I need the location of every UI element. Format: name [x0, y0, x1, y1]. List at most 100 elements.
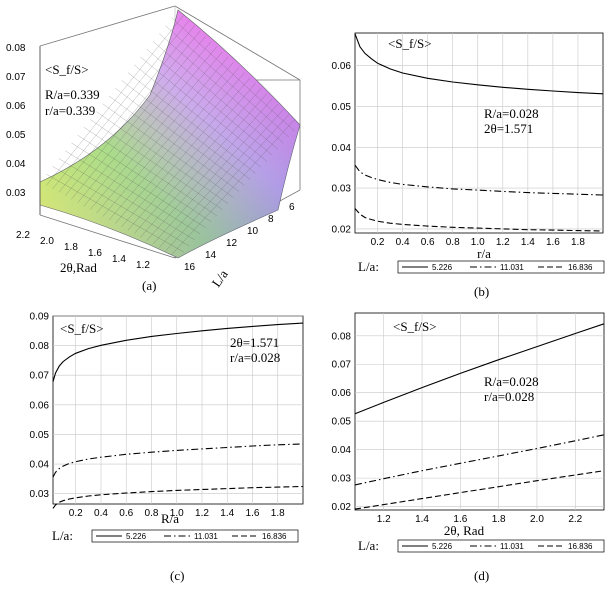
series-line-16.836	[354, 470, 605, 510]
series-line-5.226	[354, 323, 605, 415]
mesh-line	[121, 77, 251, 228]
x-axis-label: R/a	[161, 511, 179, 526]
caption: (d)	[474, 568, 489, 583]
y-tick-label: 0.02	[332, 224, 352, 235]
plot-title: <S_f/S>	[393, 319, 437, 334]
y-tick-label: 0.08	[30, 341, 50, 352]
annotation: 2θ=1.571	[230, 335, 279, 350]
legend-label: 11.031	[500, 263, 524, 272]
box-edge	[174, 5, 301, 81]
surface-plot-a: <S_f/S> R/a=0.339 r/a=0.339 0.03 0.04 0.05…	[6, 5, 301, 293]
x-tick-label: 1.4	[415, 514, 429, 525]
x-tick-label: 1.4	[521, 237, 535, 248]
x-axis-label-a: 2θ,Rad	[60, 260, 97, 275]
y-tick-label: 0.05	[30, 430, 50, 441]
y-tick-label: 6	[289, 202, 295, 213]
x-tick-label: 1.0	[471, 237, 485, 248]
y-tick-labels: 16 14 12 10 8 6	[184, 202, 295, 273]
x-tick-label: 1.8	[492, 514, 506, 525]
legend-label: 16.836	[568, 263, 593, 272]
plot-title: <S_f/S>	[60, 321, 104, 336]
x-tick-label: 2.2	[568, 514, 582, 525]
mesh-line	[152, 103, 278, 245]
mesh-line	[121, 80, 251, 180]
x-tick-label: 1.6	[88, 248, 102, 259]
mesh-line	[159, 109, 284, 248]
z-tick-label: 0.05	[6, 130, 26, 141]
mesh-line	[108, 67, 240, 221]
series-line-11.031	[354, 434, 605, 486]
mesh-line	[171, 17, 295, 132]
x-tick-label: 0.4	[94, 508, 108, 519]
x-tick-label: 1.2	[195, 508, 209, 519]
y-tick-label: 0.05	[332, 102, 352, 113]
x-tick-label: 2.0	[530, 514, 544, 525]
annotation: R/a=0.028	[484, 374, 539, 389]
z-tick-label: 0.08	[6, 43, 26, 54]
z-tick-label: 0.04	[6, 159, 26, 170]
mesh-line	[146, 98, 273, 241]
series-line-11.031	[354, 164, 604, 196]
x-tick-label: 0.4	[396, 237, 410, 248]
y-tick-label: 0.07	[30, 371, 50, 382]
legend-box	[397, 539, 605, 553]
mesh-line	[146, 48, 273, 156]
x-axis-label: 2θ, Rad	[444, 523, 485, 538]
y-tick-label: 0.04	[30, 460, 50, 471]
y-tick-label: 0.04	[332, 445, 352, 456]
plot-title: <S_f/S>	[388, 36, 432, 51]
legend: L/a: 5.226 11.031 16.836	[52, 528, 299, 543]
z-tick-label: 0.03	[6, 188, 26, 199]
line-panels: 0.2 0.4 0.6 0.8 1.0 1.2 1.4 1.6 1.8 0.02 0.03 0.04 0…	[30, 32, 605, 583]
annotation: R/a=0.028	[484, 106, 539, 121]
x-tick-label: 1.2	[377, 514, 391, 525]
box-edge	[39, 5, 176, 47]
legend-label: 5.226	[432, 263, 453, 272]
series-line-11.031	[52, 443, 304, 478]
legend-label: 16.836	[262, 532, 287, 541]
z-tick-label: 0.06	[6, 101, 26, 112]
surface-mesh	[46, 15, 295, 255]
x-tick-label: 2.2	[16, 230, 30, 241]
line-chart-d: 1.2 1.4 1.6 1.8 2.0 2.2 0.02 0.03 0.04 0.05 0.06 0.…	[332, 312, 605, 583]
legend-label: 11.031	[194, 532, 218, 541]
legend-label: 16.836	[568, 542, 593, 551]
mesh-line	[171, 119, 295, 255]
x-tick-label: 1.6	[546, 237, 560, 248]
series-line-16.836	[354, 208, 604, 232]
y-tick-label: 0.04	[332, 143, 352, 154]
mesh-line	[127, 72, 256, 174]
x-tick-label: 0.8	[446, 237, 460, 248]
y-tick-label: 10	[247, 226, 259, 237]
mesh-line	[115, 72, 245, 224]
mesh-line	[133, 88, 262, 234]
y-tick-label: 0.03	[332, 184, 352, 195]
x-tick-label: 1.8	[571, 237, 585, 248]
z-tick-label: 0.07	[6, 72, 26, 83]
y-tick-label: 8	[268, 214, 274, 225]
x-tick-label: 1.2	[496, 237, 510, 248]
mesh-line	[133, 64, 262, 168]
y-tick-label: 0.06	[332, 388, 352, 399]
x-tick-label: 0.2	[371, 237, 385, 248]
caption: (c)	[170, 568, 184, 583]
y-tick-label: 0.03	[30, 489, 50, 500]
legend-prefix: L/a:	[358, 538, 379, 553]
z-tick-labels: 0.03 0.04 0.05 0.06 0.07 0.08	[6, 43, 26, 199]
annotation: r/a=0.028	[484, 389, 534, 404]
legend-box	[91, 529, 299, 543]
series-line-5.226	[354, 33, 604, 95]
plot-frame	[354, 32, 604, 234]
series-line-5.226	[52, 322, 304, 382]
mesh-line	[127, 83, 256, 231]
x-tick-label: 0.6	[421, 237, 435, 248]
series-line-16.836	[52, 485, 304, 509]
annotation: r/a=0.028	[230, 350, 280, 365]
legend-label: 5.226	[126, 532, 147, 541]
x-tick-label: 0.6	[119, 508, 133, 519]
y-tick-label: 0.02	[332, 502, 352, 513]
caption-a: (a)	[142, 278, 156, 293]
legend-label: 5.226	[432, 542, 453, 551]
x-tick-label: 2.0	[40, 236, 54, 247]
mesh-line	[165, 114, 290, 252]
